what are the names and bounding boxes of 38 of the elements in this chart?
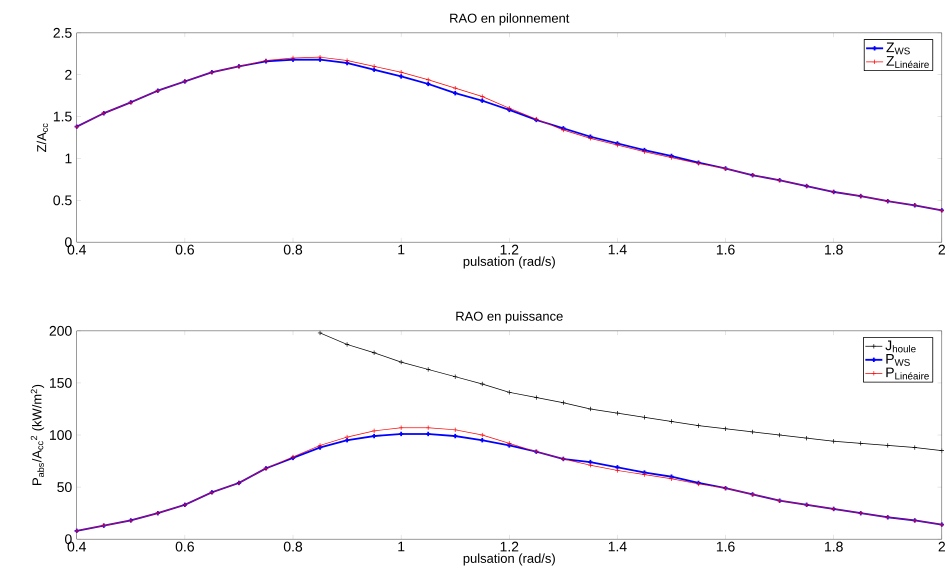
x-tick-label: 2 [938, 244, 945, 254]
x-tick-label: 0.6 [176, 244, 194, 255]
legend-label: Z$_{WS}$ [886, 42, 910, 54]
x-tick-label: 1 [398, 244, 404, 254]
y-axis-title: Z/A$_{cc}$ [36, 123, 48, 152]
y-tick-label: 200 [50, 326, 72, 336]
x-tick-label: 1 [398, 542, 404, 552]
x-tick-label: 1.2 [500, 542, 518, 552]
y-tick-label: 2.5 [54, 28, 72, 38]
y-tick-label: 0 [65, 534, 72, 544]
x-tick-label: 1.6 [716, 244, 735, 255]
x-tick-label: 1.4 [608, 244, 627, 254]
x-axis-title: pulsation (rad/s) [464, 553, 555, 566]
x-tick-label: 2 [938, 542, 945, 552]
y-tick-label: 1.5 [54, 112, 72, 122]
legend-label: J$_{houle}$ [885, 340, 916, 352]
chart-title: RAO en puissance [456, 311, 563, 324]
y-tick-label: 150 [50, 378, 72, 388]
x-tick-label: 1.8 [825, 542, 843, 552]
x-tick-label: 1.6 [716, 542, 735, 552]
legend-label: Z$_{Linéaire}$ [886, 56, 929, 68]
x-axis-title: pulsation (rad/s) [464, 256, 555, 269]
legend-label: P$_{WS}$ [886, 354, 910, 366]
x-tick-label: 0.8 [284, 244, 302, 255]
legend-label: P$_{Linéaire}$ [886, 368, 929, 380]
y-tick-label: 2 [65, 70, 72, 80]
chart-title: RAO en pilonnement [450, 13, 570, 26]
y-tick-label: 100 [50, 430, 72, 440]
y-tick-label: 50 [57, 482, 72, 492]
x-tick-label: 0.6 [176, 542, 194, 552]
y-tick-label: 1 [66, 154, 72, 164]
x-tick-label: 0.4 [68, 542, 86, 552]
x-tick-label: 1.8 [825, 244, 843, 255]
x-tick-label: 1.4 [608, 542, 627, 552]
x-tick-label: 1.2 [500, 244, 518, 254]
y-axis-title: P$_{abs}$/A$_{cc}$$^{2}$ (kW/m$^{2}$) [30, 384, 44, 485]
x-tick-label: 0.8 [284, 542, 302, 552]
y-tick-label: 0.5 [53, 195, 72, 206]
